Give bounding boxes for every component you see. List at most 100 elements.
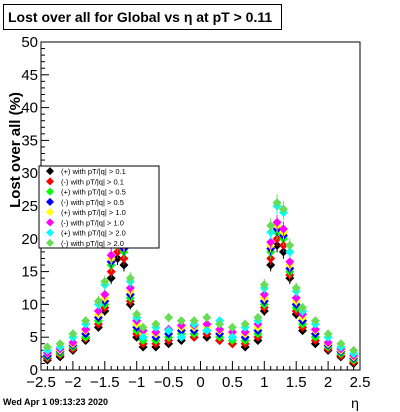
data-point	[323, 337, 333, 347]
x-tick-label: 2	[324, 374, 332, 391]
data-point	[189, 316, 199, 326]
data-point	[266, 237, 276, 247]
legend-entry: (-) with pT/|q| > 0.1	[61, 177, 124, 186]
data-point	[42, 342, 52, 352]
y-axis-label: Lost over all (%)	[7, 92, 24, 208]
data-point	[259, 280, 269, 290]
data-point	[68, 329, 78, 339]
data-point	[202, 319, 212, 329]
data-point	[272, 198, 282, 208]
data-point	[285, 257, 295, 267]
chart-title-text: Lost over all for Global vs η at pT > 0.…	[8, 9, 273, 25]
data-point	[81, 324, 91, 334]
data-point	[176, 332, 186, 342]
timestamp-footer: Wed Apr 1 09:13:23 2020	[3, 397, 108, 407]
data-point	[125, 283, 135, 293]
data-point	[81, 316, 91, 326]
legend-box	[38, 165, 160, 249]
data-point	[291, 283, 301, 293]
data-point	[68, 337, 78, 347]
legend-marker	[46, 218, 54, 227]
legend-entry: (+) with pT/|q| > 0.1	[61, 167, 126, 176]
data-point	[240, 327, 250, 337]
x-axis-label: η	[351, 395, 359, 411]
data-point	[310, 316, 320, 326]
legend-entry: (-) with pT/|q| > 0.5	[61, 198, 124, 207]
legend-entry: (+) with pT/|q| > 0.5	[61, 188, 126, 197]
legend-marker	[46, 238, 54, 247]
data-point	[227, 327, 237, 337]
data-point	[100, 290, 110, 300]
y-tick-label: 0	[30, 362, 38, 379]
data-point	[215, 324, 225, 334]
timestamp-text: Wed Apr 1 09:13:23 2020	[3, 397, 109, 407]
data-point	[323, 329, 333, 339]
data-point	[106, 273, 116, 283]
x-tick-label: −2.5	[26, 374, 56, 391]
legend-entry: (+) with pT/|q| > 1.0	[61, 208, 126, 217]
data-point	[253, 313, 263, 323]
y-tick-label: 30	[21, 165, 38, 182]
legend-marker	[46, 197, 54, 206]
data-point	[132, 309, 142, 319]
data-point	[151, 327, 161, 337]
y-tick-label: 35	[21, 132, 38, 149]
data-point	[227, 322, 237, 332]
x-tick-label: −1	[128, 374, 145, 391]
data-point	[278, 204, 288, 214]
y-tick-label: 40	[21, 100, 38, 117]
x-tick-label: 0.5	[222, 374, 243, 391]
legend-marker	[46, 208, 54, 217]
x-tick-label: 2.5	[350, 374, 371, 391]
legend-marker	[46, 228, 54, 237]
data-point	[278, 224, 288, 234]
data-point	[125, 273, 135, 283]
data-point	[202, 313, 212, 323]
data-point	[176, 316, 186, 326]
data-point	[106, 267, 116, 277]
data-point	[227, 332, 237, 342]
legend-marker	[46, 167, 54, 176]
data-point	[93, 306, 103, 316]
legend-entry: (-) with pT/|q| > 1.0	[61, 218, 124, 227]
x-tick-label: −0.5	[154, 374, 184, 391]
y-tick-label: 15	[21, 264, 38, 281]
data-point	[336, 339, 346, 349]
data-point	[164, 313, 174, 323]
data-point	[202, 326, 212, 336]
data-point	[291, 293, 301, 303]
x-tick-label: −1.5	[90, 374, 120, 391]
y-tick-label: 5	[30, 329, 38, 346]
legend-marker	[46, 177, 54, 186]
data-point	[164, 326, 174, 336]
x-tick-label: 0	[196, 374, 204, 391]
chart-title: Lost over all for Global vs η at pT > 0.…	[3, 4, 282, 30]
data-point	[266, 221, 276, 231]
data-point	[100, 276, 110, 286]
y-tick-label: 50	[21, 34, 38, 51]
y-tick-label: 45	[21, 67, 38, 84]
data-point	[240, 319, 250, 329]
y-tick-label: 20	[21, 231, 38, 248]
data-point	[93, 296, 103, 306]
data-point	[298, 303, 308, 313]
data-point	[349, 345, 359, 355]
legend-entry: (-) with pT/|q| > 2.0	[61, 239, 124, 248]
data-point	[176, 320, 186, 330]
legend-marker	[46, 187, 54, 196]
x-tick-label: 1	[260, 374, 268, 391]
data-point	[138, 322, 148, 332]
data-point	[55, 339, 65, 349]
data-point	[259, 290, 269, 300]
y-tick-label: 10	[21, 296, 38, 313]
data-point	[272, 217, 282, 227]
data-point	[151, 319, 161, 329]
x-tick-label: −2	[64, 374, 81, 391]
data-point	[215, 319, 225, 329]
legend-entry: (+) with pT/|q| > 2.0	[61, 229, 126, 238]
y-tick-label: 25	[21, 198, 38, 215]
data-point	[106, 250, 116, 260]
x-tick-label: 1.5	[286, 374, 307, 391]
data-point	[310, 324, 320, 334]
